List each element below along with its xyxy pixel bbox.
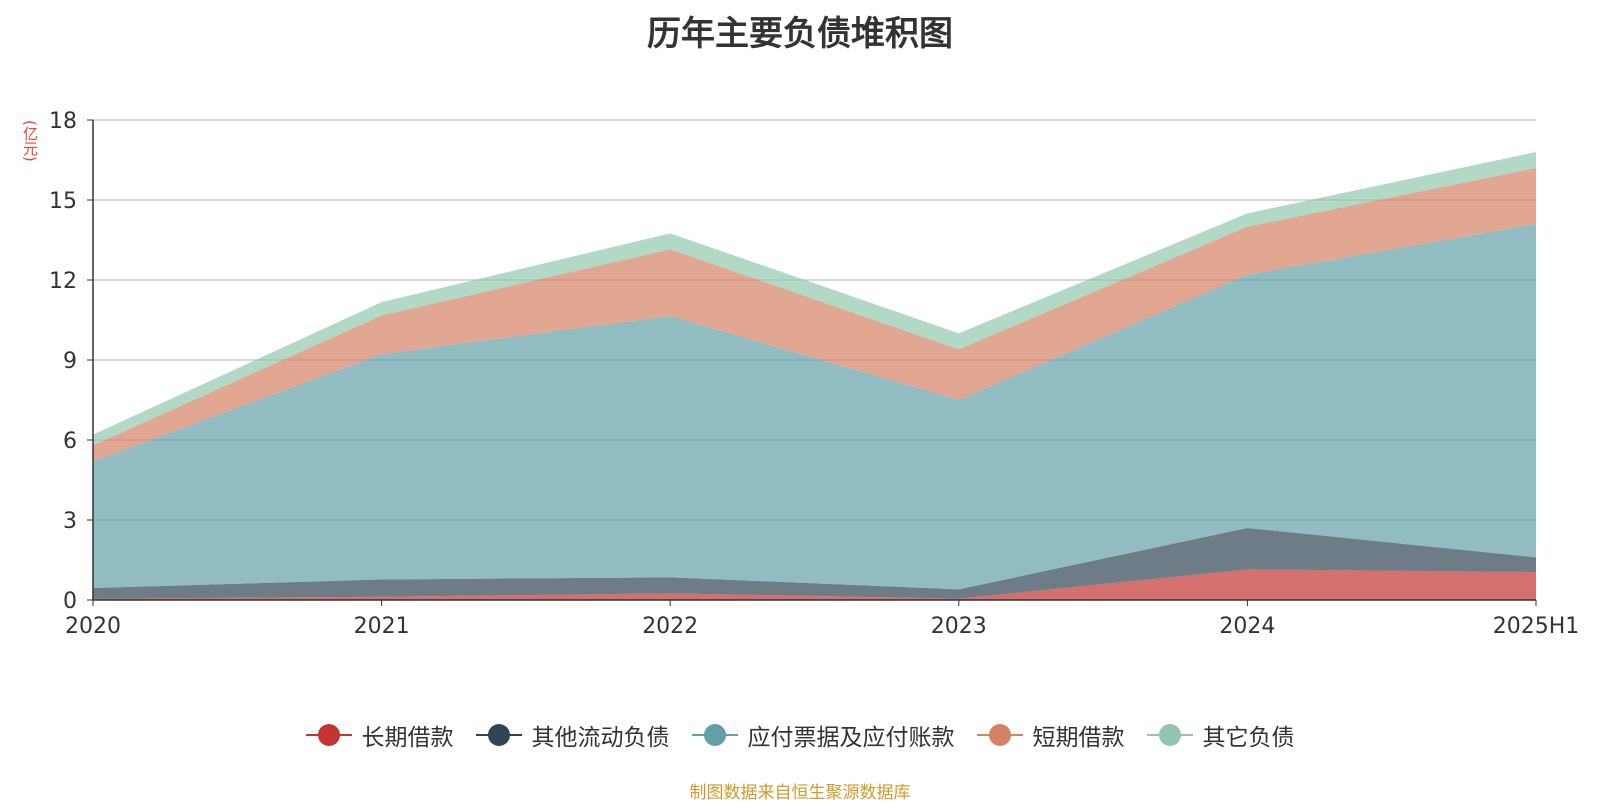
legend-dot <box>487 724 510 746</box>
legend-symbol <box>475 723 522 747</box>
data-source-note: 制图数据来自恒生聚源数据库 <box>689 783 911 803</box>
x-tick-label: 2023 <box>931 614 987 639</box>
x-tick-label: 2022 <box>642 614 698 639</box>
legend-dot <box>1158 724 1181 746</box>
legend-dot <box>317 724 340 746</box>
y-tick-label: 0 <box>63 589 77 614</box>
legend-item-other-current-liabilities[interactable]: 其他流动负债 <box>475 718 670 752</box>
chart-legend: 长期借款 其他流动负债 应付票据及应付账款 短期借款 其它负债 <box>0 718 1600 752</box>
legend-label: 其它负债 <box>1202 725 1295 751</box>
legend-dot <box>988 724 1011 746</box>
y-tick-label: 15 <box>49 189 77 214</box>
y-tick-label: 9 <box>63 349 77 374</box>
area-series-4 <box>93 152 1536 446</box>
legend-label: 长期借款 <box>361 725 454 751</box>
area-series-1 <box>93 528 1536 599</box>
y-axis-unit-label: (亿元) <box>21 120 39 162</box>
y-tick-label: 18 <box>49 109 77 134</box>
legend-item-long-term-loans[interactable]: 长期借款 <box>305 718 454 752</box>
area-series-0 <box>93 569 1536 600</box>
area-series-3 <box>93 168 1536 462</box>
area-series-2 <box>93 224 1536 590</box>
x-tick-label: 2021 <box>354 614 410 639</box>
legend-symbol <box>305 723 352 747</box>
x-tick-label: 2024 <box>1219 614 1275 639</box>
chart-title: 历年主要负债堆积图 <box>647 14 953 54</box>
y-tick-label: 3 <box>63 509 77 534</box>
legend-item-other-liabilities[interactable]: 其它负债 <box>1146 718 1295 752</box>
legend-symbol <box>691 723 738 747</box>
legend-item-short-term-loans[interactable]: 短期借款 <box>976 718 1125 752</box>
legend-label: 应付票据及应付账款 <box>747 725 955 751</box>
x-tick-label: 2020 <box>65 614 121 639</box>
legend-symbol <box>976 723 1023 747</box>
legend-label: 短期借款 <box>1032 725 1125 751</box>
legend-dot <box>703 724 726 746</box>
y-tick-label: 12 <box>49 269 77 294</box>
legend-symbol <box>1146 723 1193 747</box>
x-tick-label: 2025H1 <box>1493 614 1580 639</box>
legend-item-notes-and-accounts-payable[interactable]: 应付票据及应付账款 <box>691 718 955 752</box>
stacked-area-chart: 0 3 6 9 12 15 18 2020 2021 2022 2023 2024 2025H1 <box>49 109 1580 639</box>
y-tick-label: 6 <box>63 429 77 454</box>
legend-label: 其他流动负债 <box>531 725 670 751</box>
